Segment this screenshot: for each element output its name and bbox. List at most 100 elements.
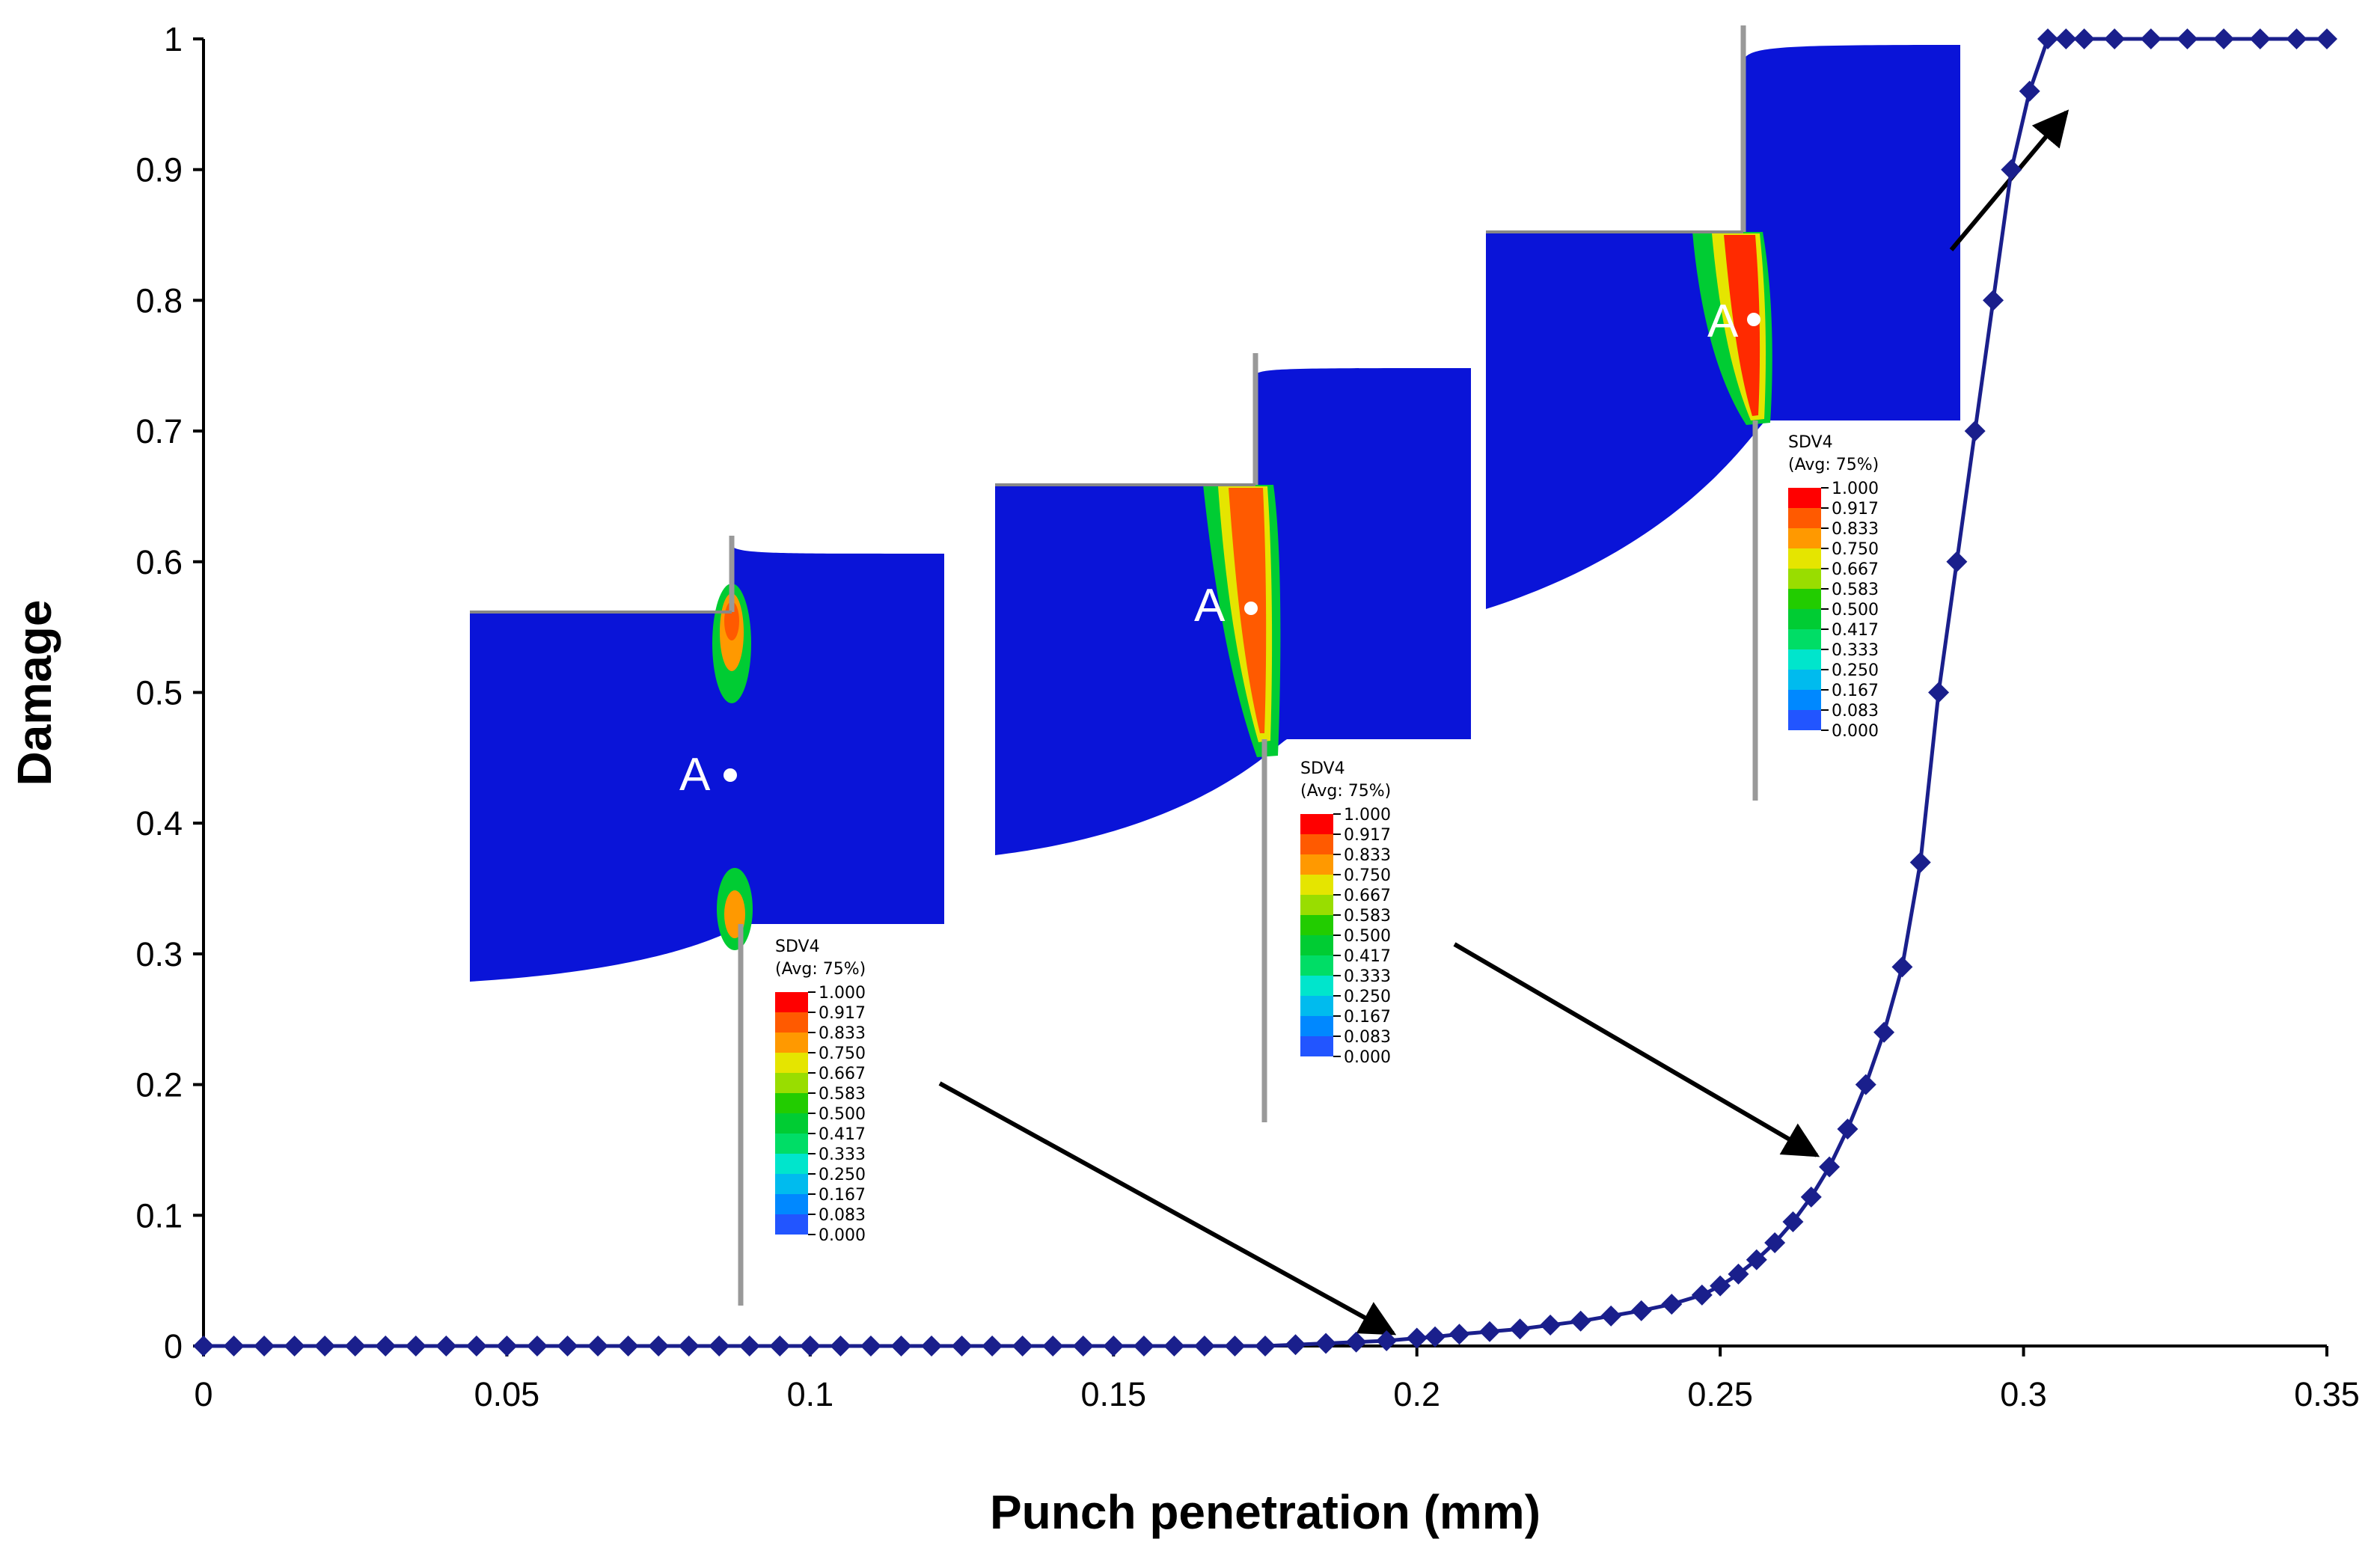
- data-point: [2104, 28, 2126, 49]
- legend-value: 0.417: [819, 1125, 866, 1144]
- legend-value: 0.250: [1344, 988, 1391, 1006]
- legend-value: 0.583: [819, 1085, 866, 1104]
- y-tick-label: 1: [164, 20, 183, 58]
- data-point: [648, 1336, 670, 1356]
- legend-value: 0.167: [819, 1186, 866, 1205]
- pointer-arrow-2: [1453, 942, 1820, 1157]
- x-tick-label: 0.25: [1687, 1375, 1753, 1413]
- data-point: [860, 1336, 881, 1356]
- data-point: [1509, 1318, 1531, 1340]
- legend-value: 0.583: [1832, 581, 1879, 599]
- legend-swatch: [775, 1154, 808, 1174]
- data-point: [587, 1336, 609, 1356]
- data-point: [1728, 1263, 1749, 1285]
- data-point: [344, 1336, 366, 1356]
- point-a-dot: [724, 768, 737, 782]
- data-point: [799, 1336, 821, 1356]
- legend-swatch: [775, 1194, 808, 1214]
- legend-swatch: [1788, 670, 1821, 690]
- legend-value: 0.667: [1832, 560, 1879, 579]
- data-point: [1964, 420, 1986, 442]
- y-tick-label: 0.8: [135, 281, 183, 319]
- legend-swatch: [1788, 488, 1821, 508]
- data-point: [1983, 290, 2004, 311]
- data-point: [435, 1336, 457, 1356]
- data-point: [2019, 80, 2040, 102]
- data-point: [1661, 1294, 1683, 1315]
- blank-mesh: [470, 546, 944, 982]
- legend-value: 0.333: [819, 1145, 866, 1164]
- data-point: [2037, 28, 2059, 49]
- data-point: [2249, 28, 2271, 49]
- legend-value: 0.667: [819, 1065, 866, 1083]
- legend-swatch: [1788, 528, 1821, 548]
- legend-value: 0.333: [1344, 967, 1391, 986]
- legend-swatch: [1300, 814, 1333, 834]
- y-tick-label: 0: [164, 1327, 183, 1365]
- legend-swatch: [1300, 976, 1333, 996]
- legend-value: 0.083: [1832, 702, 1879, 721]
- legend-value: 0.000: [1832, 722, 1879, 741]
- contour-legend: SDV4(Avg: 75%)1.0000.9170.8330.7500.6670…: [1788, 433, 1879, 741]
- data-point: [557, 1336, 578, 1356]
- legend-value: 0.833: [1832, 520, 1879, 539]
- legend-value: 0.417: [1832, 621, 1879, 640]
- data-point: [1746, 1249, 1767, 1270]
- legend-value: 0.000: [819, 1226, 866, 1245]
- contour-legend: SDV4(Avg: 75%)1.0000.9170.8330.7500.6670…: [1300, 759, 1391, 1067]
- data-point: [1873, 1021, 1895, 1043]
- x-tick-label: 0.15: [1080, 1375, 1146, 1413]
- point-a-label: A: [679, 749, 711, 801]
- data-point: [1425, 1326, 1446, 1347]
- data-point: [617, 1336, 639, 1356]
- data-point: [1819, 1156, 1841, 1178]
- legend-swatch: [1300, 1036, 1333, 1056]
- pointer-arrow-1: [938, 1081, 1397, 1336]
- fe-inset-3: A SDV4 (Avg: 75%) 1.000 0.917 0.8330.7500.66…: [1486, 25, 1960, 801]
- legend-value: 0.417: [1344, 947, 1391, 966]
- legend-swatch: [1788, 710, 1821, 730]
- data-point: [375, 1336, 397, 1356]
- data-point: [1600, 1305, 1622, 1327]
- data-point: [314, 1336, 336, 1356]
- legend-value: 0.167: [1832, 682, 1879, 700]
- legend-swatch: [1788, 649, 1821, 670]
- y-tick-label: 0.3: [135, 935, 183, 973]
- data-point: [1710, 1275, 1731, 1297]
- data-point: [1800, 1186, 1822, 1208]
- data-point: [890, 1336, 912, 1356]
- legend-value: 0.667: [1344, 887, 1391, 905]
- legend-value: 0.500: [1344, 927, 1391, 946]
- legend-subtitle: (Avg: 75%): [775, 960, 866, 979]
- legend-title: SDV4: [1788, 433, 1833, 452]
- data-point: [738, 1336, 760, 1356]
- y-ticks: 0 0.1 0.2 0.3 0.4 0.5 0.6 0.7 0.8 0.9 1: [135, 20, 204, 1365]
- legend-value: 0.750: [1832, 540, 1879, 559]
- data-point: [1103, 1336, 1125, 1356]
- legend-swatch: [775, 1113, 808, 1134]
- y-tick-label: 0.7: [135, 412, 183, 450]
- y-tick-label: 0.9: [135, 151, 183, 189]
- legend-swatch: [775, 992, 808, 1012]
- y-tick-label: 0.1: [135, 1196, 183, 1235]
- legend-swatch: [1300, 834, 1333, 854]
- legend-swatch: [775, 1214, 808, 1235]
- legend-value: 0.750: [1344, 866, 1391, 885]
- data-point: [1376, 1330, 1398, 1352]
- data-point: [769, 1336, 791, 1356]
- legend-value: 0.833: [819, 1024, 866, 1043]
- data-point: [1163, 1336, 1185, 1356]
- data-point: [1315, 1333, 1337, 1354]
- data-point: [1855, 1074, 1876, 1095]
- legend-swatch: [775, 1033, 808, 1053]
- legend-value: 0.917: [819, 1004, 866, 1023]
- legend-value: 0.583: [1344, 907, 1391, 926]
- data-point: [1570, 1310, 1591, 1332]
- data-point: [2316, 28, 2337, 49]
- legend-swatch: [1788, 569, 1821, 589]
- data-point: [951, 1336, 973, 1356]
- legend-value: 0.083: [819, 1206, 866, 1225]
- x-tick-label: 0.3: [2000, 1375, 2047, 1413]
- legend-swatch: [1300, 935, 1333, 955]
